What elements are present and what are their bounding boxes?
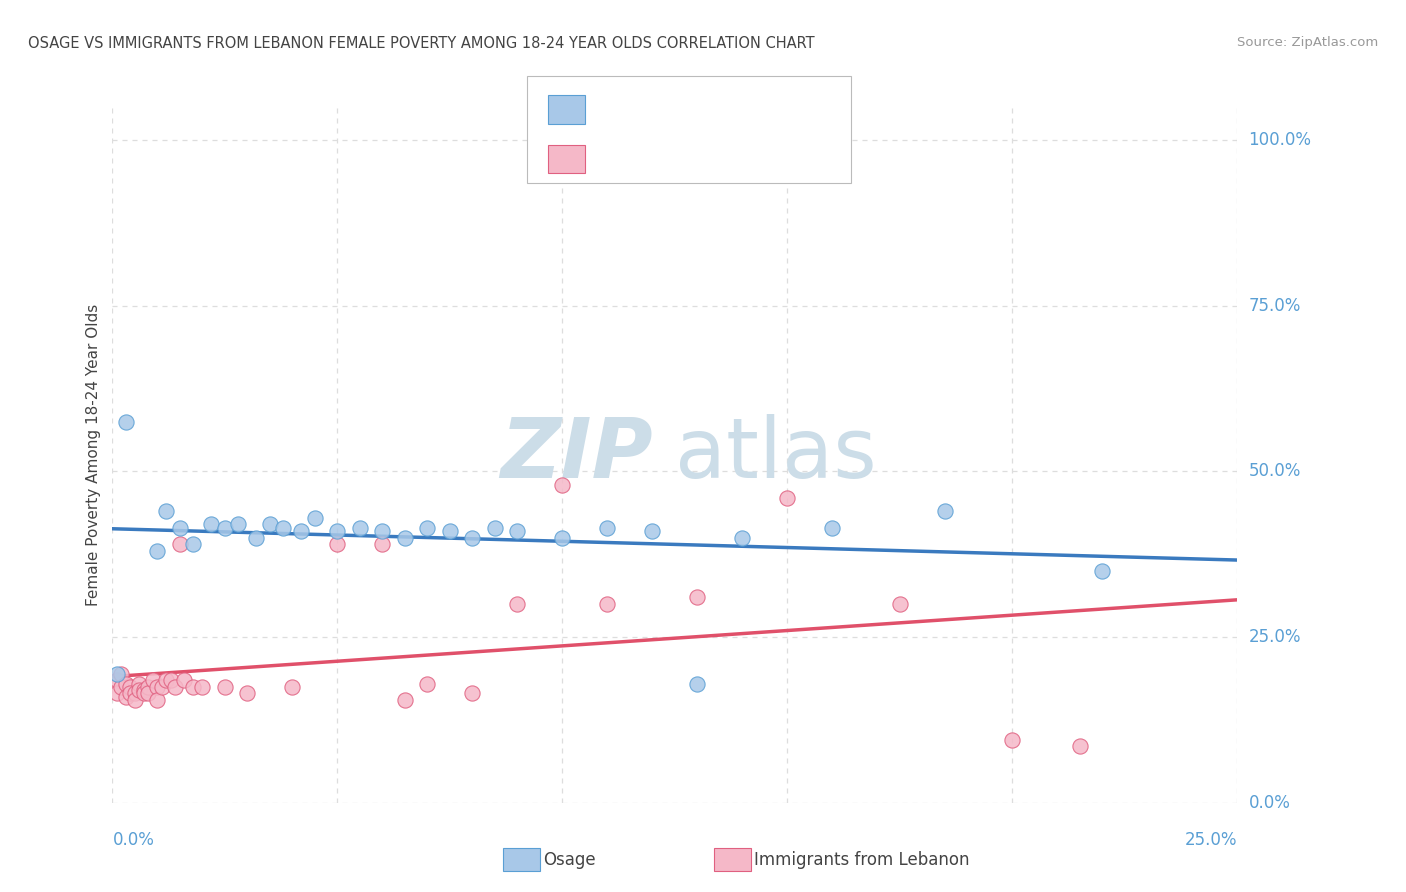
Text: ZIP: ZIP <box>499 415 652 495</box>
Point <box>461 531 484 545</box>
Point <box>105 686 128 700</box>
Text: 0.0%: 0.0% <box>112 830 155 848</box>
Point <box>506 524 529 538</box>
Point <box>934 504 956 518</box>
Point <box>146 693 169 707</box>
Point <box>128 683 150 698</box>
Point <box>596 597 619 611</box>
Point <box>416 521 439 535</box>
Point <box>183 680 205 694</box>
Point <box>245 531 267 545</box>
Point <box>115 676 138 690</box>
Point <box>228 517 250 532</box>
Point <box>281 680 304 694</box>
Point <box>110 680 132 694</box>
Point <box>191 680 214 694</box>
Text: OSAGE VS IMMIGRANTS FROM LEBANON FEMALE POVERTY AMONG 18-24 YEAR OLDS CORRELATIO: OSAGE VS IMMIGRANTS FROM LEBANON FEMALE … <box>28 36 814 51</box>
Point <box>165 680 187 694</box>
Point <box>731 531 754 545</box>
Point <box>394 531 416 545</box>
Point <box>115 415 138 429</box>
Point <box>394 693 416 707</box>
Text: atlas: atlas <box>675 415 876 495</box>
Point <box>416 676 439 690</box>
Point <box>484 521 506 535</box>
Point <box>214 680 236 694</box>
Point <box>821 521 844 535</box>
Point <box>155 673 177 688</box>
Point <box>461 686 484 700</box>
Text: R = 0.004  N = 31: R = 0.004 N = 31 <box>591 101 742 119</box>
Point <box>110 666 132 681</box>
Point <box>1001 732 1024 747</box>
Point <box>132 686 155 700</box>
Point <box>169 537 191 551</box>
Point <box>138 686 160 700</box>
Point <box>146 544 169 558</box>
Text: R = 0.480  N = 43: R = 0.480 N = 43 <box>591 150 742 168</box>
Point <box>200 517 222 532</box>
Point <box>120 680 142 694</box>
Point <box>124 693 146 707</box>
Point <box>326 537 349 551</box>
Point <box>551 531 574 545</box>
Point <box>214 521 236 535</box>
Point <box>273 521 295 535</box>
Point <box>115 690 138 704</box>
Point <box>183 537 205 551</box>
Point <box>686 676 709 690</box>
Text: Immigrants from Lebanon: Immigrants from Lebanon <box>754 851 969 869</box>
Point <box>160 673 183 688</box>
Point <box>142 673 165 688</box>
Point <box>326 524 349 538</box>
Point <box>304 511 326 525</box>
Point <box>132 683 155 698</box>
Text: 100.0%: 100.0% <box>1249 131 1312 149</box>
Point <box>439 524 461 538</box>
Point <box>169 521 191 535</box>
Point <box>259 517 281 532</box>
Text: 50.0%: 50.0% <box>1249 462 1301 481</box>
Point <box>776 491 799 505</box>
Point <box>596 521 619 535</box>
Point <box>150 680 173 694</box>
Point <box>155 504 177 518</box>
Text: Source: ZipAtlas.com: Source: ZipAtlas.com <box>1237 36 1378 49</box>
Y-axis label: Female Poverty Among 18-24 Year Olds: Female Poverty Among 18-24 Year Olds <box>86 304 101 606</box>
Text: 75.0%: 75.0% <box>1249 297 1301 315</box>
Text: Osage: Osage <box>543 851 595 869</box>
Point <box>371 537 394 551</box>
Point <box>1069 739 1091 754</box>
Point <box>371 524 394 538</box>
Point <box>105 673 128 688</box>
Point <box>1091 564 1114 578</box>
Point <box>146 680 169 694</box>
Point <box>290 524 312 538</box>
Text: 25.0%: 25.0% <box>1249 628 1301 646</box>
Point <box>686 591 709 605</box>
Point <box>641 524 664 538</box>
Point <box>551 477 574 491</box>
Point <box>506 597 529 611</box>
Point <box>124 686 146 700</box>
Point <box>105 666 128 681</box>
Point <box>128 676 150 690</box>
Point <box>349 521 371 535</box>
Point <box>120 686 142 700</box>
Text: 25.0%: 25.0% <box>1185 830 1237 848</box>
Point <box>236 686 259 700</box>
Point <box>889 597 911 611</box>
Text: 0.0%: 0.0% <box>1249 794 1291 812</box>
Point <box>138 680 160 694</box>
Point <box>173 673 195 688</box>
